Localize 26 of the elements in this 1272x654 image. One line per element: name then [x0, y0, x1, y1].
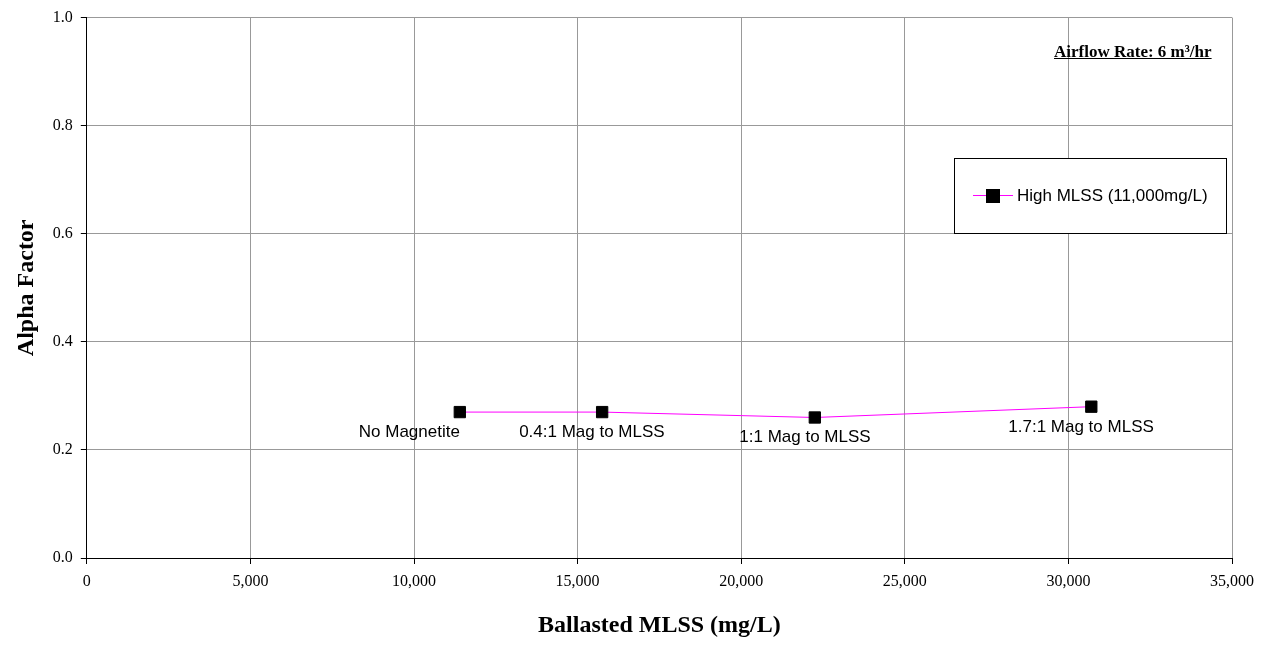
- y-tick-label: 0.4: [52, 332, 73, 350]
- x-tick-label: 5,000: [232, 571, 269, 589]
- annotation: No Magnetite: [358, 422, 460, 443]
- x-axis-title: Ballasted MLSS (mg/L): [538, 610, 781, 637]
- x-tick-label: 10,000: [392, 571, 436, 589]
- y-tick-label: 0.6: [52, 223, 73, 241]
- annotation: 1.7:1 Mag to MLSS: [1008, 416, 1154, 437]
- annotation: 0.4:1 Mag to MLSS: [519, 422, 665, 443]
- y-tick-label: 0.0: [52, 548, 73, 566]
- x-tick-label: 0: [82, 571, 91, 589]
- y-tick-label: 1.0: [52, 7, 73, 25]
- point: [1085, 400, 1098, 413]
- x-tick-label: 25,000: [882, 571, 927, 589]
- x-tick-label: 35,000: [1210, 571, 1254, 589]
- point: [595, 405, 609, 419]
- x-tick-label: 30,000: [1046, 571, 1091, 589]
- y-axis-title: Alpha Factor: [11, 219, 38, 357]
- legend-label: High MLSS (11,000mg/L): [1017, 186, 1208, 207]
- point: [453, 405, 466, 419]
- annotation: 1:1 Mag to MLSS: [739, 427, 871, 448]
- x-tick-label: 15,000: [555, 571, 600, 589]
- annotation: Airflow Rate: 6 m³/hr: [1054, 41, 1212, 62]
- x-tick-label: 20,000: [719, 571, 764, 589]
- point: [808, 411, 821, 424]
- y-tick-label: 0.8: [52, 115, 73, 133]
- y-tick-label: 0.2: [52, 440, 73, 458]
